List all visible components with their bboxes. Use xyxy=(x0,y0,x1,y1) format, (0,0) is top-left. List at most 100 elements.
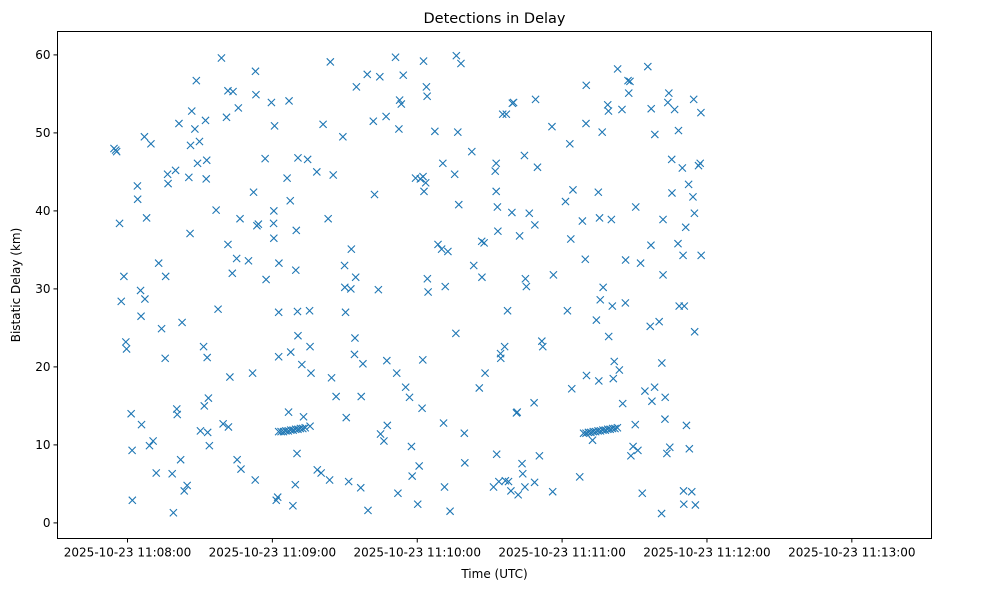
x-tick-label: 2025-10-23 11:13:00 xyxy=(788,546,915,560)
data-point xyxy=(293,307,302,316)
data-point xyxy=(647,397,656,406)
data-point xyxy=(178,318,187,327)
data-point xyxy=(119,272,128,281)
data-point xyxy=(225,373,234,382)
data-point xyxy=(127,409,136,418)
data-point xyxy=(254,220,263,229)
data-point xyxy=(477,237,486,246)
data-point xyxy=(502,110,511,119)
data-point xyxy=(443,247,452,256)
data-point xyxy=(525,209,534,218)
data-point xyxy=(624,76,633,85)
data-point xyxy=(582,371,591,380)
data-point xyxy=(303,155,312,164)
data-point xyxy=(317,468,326,477)
y-tick-label: 60 xyxy=(35,48,50,62)
data-point xyxy=(454,200,463,209)
data-point xyxy=(690,327,699,336)
data-point xyxy=(202,174,211,183)
data-point xyxy=(549,270,558,279)
data-point xyxy=(383,421,392,430)
data-point xyxy=(382,356,391,365)
data-point xyxy=(405,393,414,402)
data-point xyxy=(415,461,424,470)
data-point xyxy=(305,306,314,315)
data-point xyxy=(128,496,137,505)
y-axis-label: Bistatic Delay (km) xyxy=(9,228,23,343)
data-point xyxy=(369,117,378,126)
data-point xyxy=(149,437,158,445)
data-point xyxy=(283,174,292,183)
y-axis: 0 10 20 30 40 50 60 xyxy=(35,48,58,530)
chart-title: Detections in Delay xyxy=(423,11,565,27)
data-point xyxy=(251,476,260,484)
data-point xyxy=(500,342,509,351)
data-point xyxy=(301,423,310,432)
data-point xyxy=(631,420,640,429)
data-point xyxy=(493,203,502,211)
data-point xyxy=(350,334,359,343)
data-point xyxy=(604,332,613,341)
data-point xyxy=(204,394,213,403)
data-point xyxy=(350,350,359,359)
data-point xyxy=(661,393,670,402)
data-point xyxy=(563,306,572,315)
data-point xyxy=(346,284,355,293)
data-point xyxy=(548,487,557,496)
data-point xyxy=(205,441,214,450)
data-point xyxy=(498,110,507,119)
data-point xyxy=(332,392,341,401)
data-point xyxy=(164,179,173,188)
data-point xyxy=(408,472,417,481)
data-point xyxy=(140,295,149,304)
data-point xyxy=(663,98,672,107)
data-point xyxy=(249,188,258,197)
data-point xyxy=(261,154,270,163)
data-point xyxy=(217,54,226,63)
data-point xyxy=(286,348,295,357)
data-point xyxy=(363,506,372,515)
data-point xyxy=(248,369,257,378)
data-point xyxy=(370,190,379,199)
data-point xyxy=(609,374,618,383)
data-point xyxy=(393,489,402,498)
data-point xyxy=(475,383,484,392)
data-point xyxy=(664,89,673,98)
data-point xyxy=(592,316,601,325)
data-point xyxy=(224,422,233,431)
data-point xyxy=(596,295,605,304)
data-point xyxy=(691,500,700,509)
data-point xyxy=(269,234,278,243)
data-point xyxy=(613,64,622,73)
data-point xyxy=(375,72,384,81)
data-point xyxy=(453,128,462,137)
data-point xyxy=(650,130,659,139)
data-point xyxy=(307,369,315,378)
data-point xyxy=(696,159,705,168)
data-point xyxy=(222,113,231,122)
data-point xyxy=(374,285,383,294)
data-point xyxy=(567,384,576,393)
data-point xyxy=(588,436,597,445)
data-point xyxy=(168,469,177,478)
y-tick-label: 30 xyxy=(35,282,50,296)
data-point xyxy=(136,286,145,295)
data-point xyxy=(568,185,577,194)
data-point xyxy=(251,90,260,99)
data-point xyxy=(640,387,649,396)
data-point xyxy=(480,238,489,247)
data-point xyxy=(161,354,170,363)
data-point xyxy=(531,95,540,104)
data-point xyxy=(382,112,391,121)
data-point xyxy=(203,428,212,437)
data-point xyxy=(173,410,182,419)
data-point xyxy=(520,483,529,492)
data-point xyxy=(506,486,515,495)
data-point xyxy=(460,429,469,438)
data-point xyxy=(696,108,705,117)
data-point xyxy=(434,240,442,249)
data-point xyxy=(492,450,501,459)
data-point xyxy=(582,119,590,128)
data-point xyxy=(657,359,666,367)
